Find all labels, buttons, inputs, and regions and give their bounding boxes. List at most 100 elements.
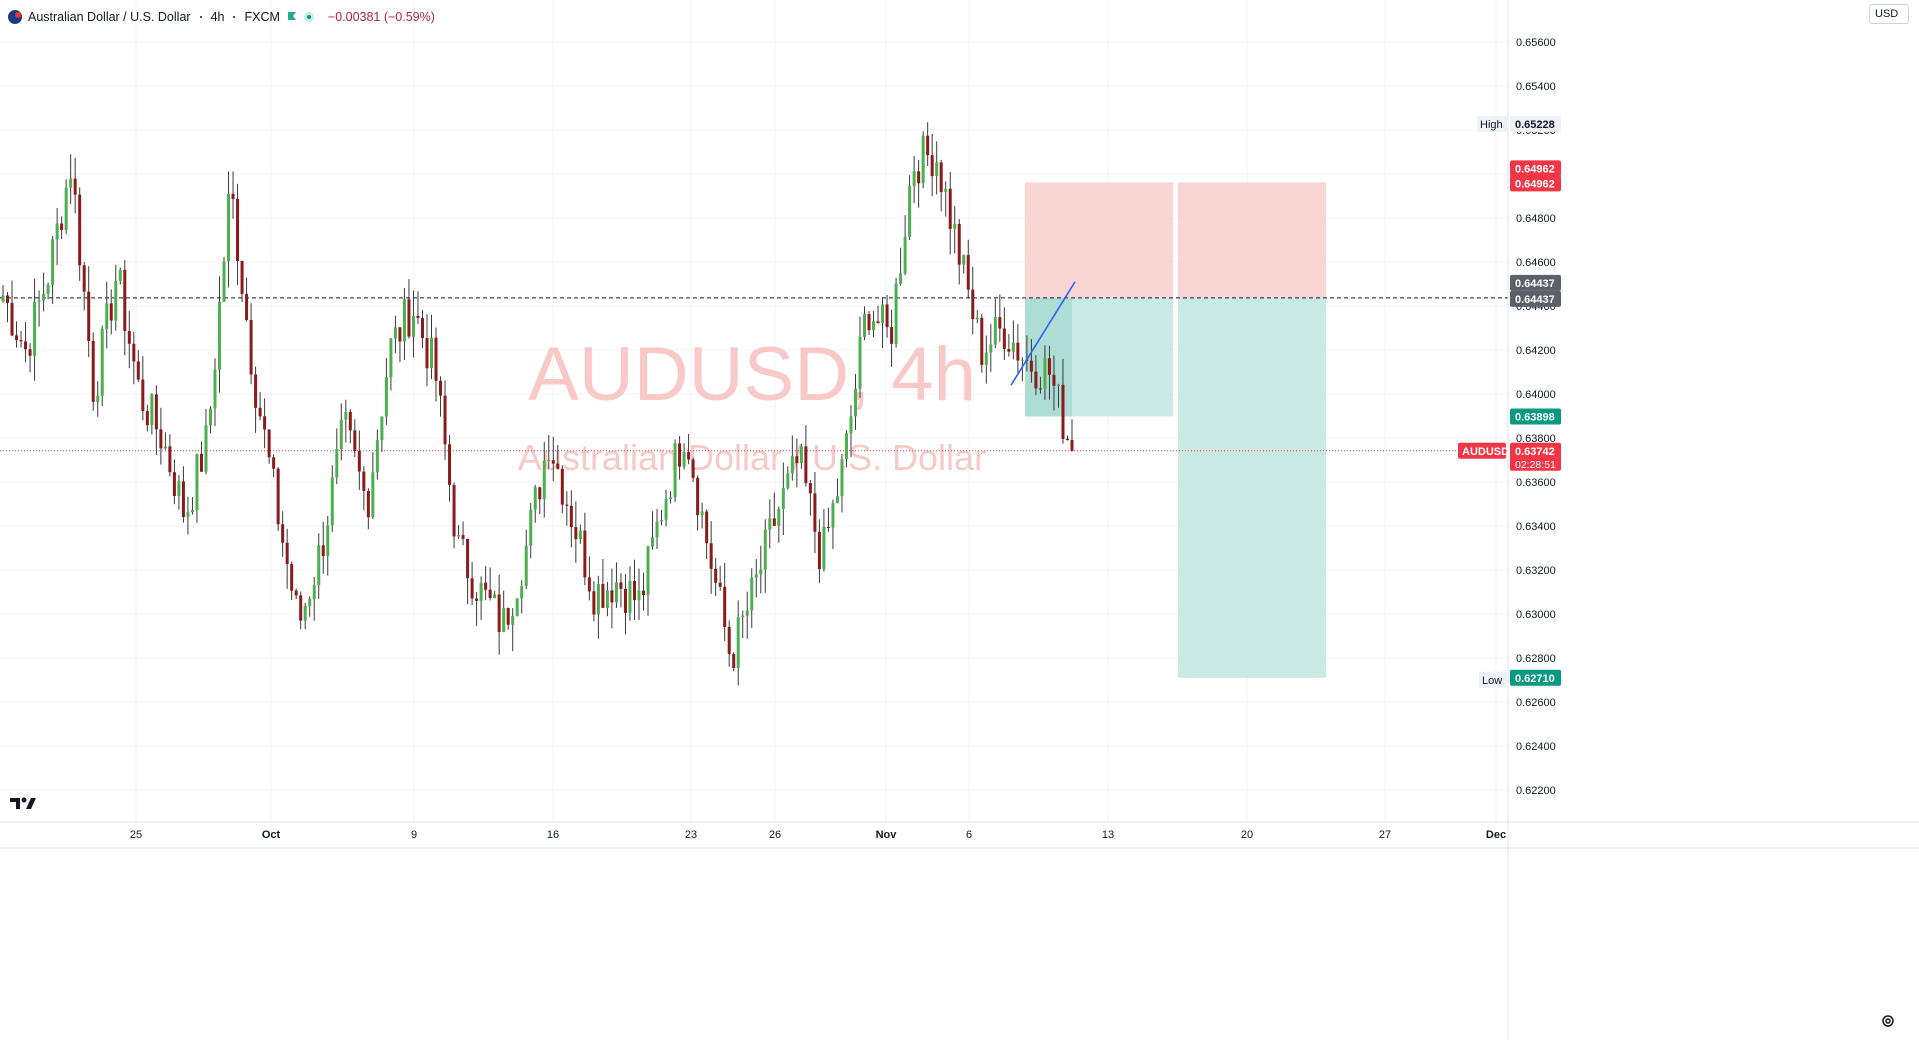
candle[interactable] [380, 416, 384, 452]
candle[interactable] [190, 497, 194, 515]
candle[interactable] [384, 358, 388, 425]
candle[interactable] [141, 356, 145, 421]
candle[interactable] [619, 573, 623, 608]
candle[interactable] [1061, 358, 1065, 444]
candle[interactable] [696, 475, 700, 531]
candle[interactable] [51, 235, 55, 304]
candle[interactable] [19, 331, 23, 348]
candle[interactable] [321, 521, 325, 574]
candle[interactable] [425, 314, 429, 387]
candle[interactable] [136, 349, 140, 382]
candle[interactable] [529, 503, 533, 559]
candle[interactable] [452, 482, 456, 549]
candle[interactable] [443, 380, 447, 460]
high-value-tag[interactable]: 0.65228 [1510, 115, 1561, 132]
candle[interactable] [82, 261, 86, 311]
candle[interactable] [831, 499, 835, 550]
candle[interactable] [357, 430, 361, 490]
currency-select[interactable]: USD [1869, 4, 1909, 24]
candle[interactable] [42, 272, 46, 312]
candle[interactable] [267, 429, 271, 464]
candle[interactable] [105, 281, 109, 349]
candle[interactable] [389, 337, 393, 391]
candle[interactable] [899, 247, 903, 286]
candle[interactable] [87, 266, 91, 358]
candle[interactable] [448, 435, 452, 502]
candle[interactable] [926, 122, 930, 167]
candle[interactable] [1007, 333, 1011, 357]
candle[interactable] [921, 131, 925, 189]
candle[interactable] [434, 327, 438, 402]
candle[interactable] [330, 465, 334, 533]
candle[interactable] [181, 466, 185, 523]
candle[interactable] [163, 432, 167, 450]
candle[interactable] [1020, 357, 1024, 382]
candle[interactable] [317, 533, 321, 599]
candle[interactable] [975, 310, 979, 324]
candle[interactable] [700, 502, 704, 529]
candle[interactable] [272, 454, 276, 478]
candle[interactable] [484, 565, 488, 601]
candle[interactable] [1056, 383, 1060, 408]
candle[interactable] [276, 467, 280, 531]
target-1-tag[interactable]: 0.63898 [1510, 408, 1561, 425]
time-axis[interactable]: 25 Oct 9 16 23 26 Nov 6 13 20 27 Dec [130, 829, 1506, 841]
candle[interactable] [944, 181, 948, 217]
candle[interactable] [488, 567, 492, 601]
candle[interactable] [91, 332, 95, 411]
price-axis[interactable]: 0.62200 0.62400 0.62600 0.62800 0.63000 0.632… [1516, 37, 1556, 797]
candle[interactable] [420, 310, 424, 349]
candle[interactable] [195, 453, 199, 523]
candle[interactable] [245, 277, 249, 322]
candle[interactable] [497, 574, 501, 655]
candle[interactable] [578, 524, 582, 544]
stop-zone-2[interactable] [1178, 182, 1326, 298]
candle[interactable] [777, 506, 781, 543]
candle[interactable] [714, 558, 718, 596]
candle[interactable] [844, 430, 848, 468]
candle[interactable] [506, 607, 510, 630]
candle[interactable] [208, 406, 212, 434]
candle[interactable] [159, 407, 163, 465]
candle[interactable] [673, 439, 677, 502]
candle[interactable] [64, 179, 68, 235]
candle[interactable] [308, 596, 312, 617]
candle[interactable] [709, 521, 713, 594]
candle[interactable] [646, 545, 650, 616]
candle[interactable] [822, 509, 826, 572]
candle[interactable] [750, 568, 754, 628]
candle[interactable] [479, 576, 483, 620]
candle[interactable] [222, 256, 226, 302]
candle[interactable] [96, 381, 100, 417]
candle[interactable] [772, 492, 776, 527]
candle[interactable] [1038, 376, 1042, 394]
candle[interactable] [984, 335, 988, 384]
candle[interactable] [515, 598, 519, 617]
candle[interactable] [660, 509, 664, 526]
candle[interactable] [457, 525, 461, 539]
candle[interactable] [118, 267, 122, 285]
candle[interactable] [204, 408, 208, 475]
trendline[interactable] [1010, 281, 1076, 386]
candle[interactable] [538, 486, 542, 515]
candle[interactable] [411, 290, 415, 358]
candle[interactable] [678, 436, 682, 480]
candle[interactable] [466, 538, 470, 604]
candle[interactable] [1029, 338, 1033, 383]
candle[interactable] [813, 472, 817, 553]
candle[interactable] [542, 441, 546, 518]
candle[interactable] [177, 474, 181, 510]
candle[interactable] [723, 562, 727, 641]
candle[interactable] [263, 398, 267, 449]
candle[interactable] [998, 294, 1002, 342]
candle[interactable] [962, 254, 966, 274]
candle[interactable] [912, 156, 916, 204]
candle[interactable] [1047, 345, 1051, 400]
candle[interactable] [605, 582, 609, 617]
candle[interactable] [682, 443, 686, 470]
candle[interactable] [628, 566, 632, 621]
candle[interactable] [168, 434, 172, 477]
candle[interactable] [853, 374, 857, 430]
candle[interactable] [1070, 419, 1074, 452]
